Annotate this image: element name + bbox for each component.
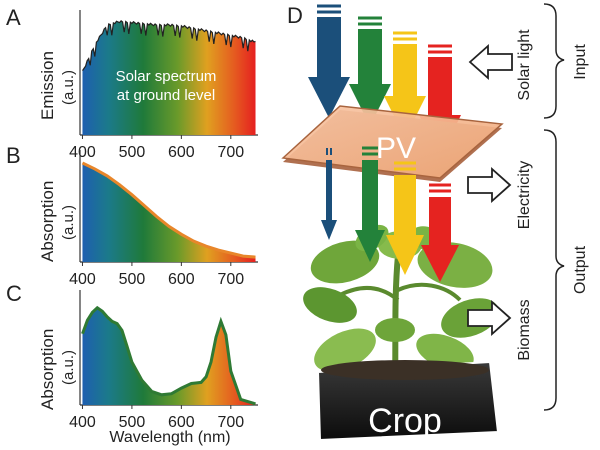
panel-letter-d: D [287,3,303,28]
spectrum-area-a [82,20,256,135]
xtick-label: 400 [69,271,96,288]
transmitted-arrow-green [355,146,385,262]
panel-a-yunit: (a.u.) [60,70,77,105]
panel-a-ylabel: Emission [38,51,57,120]
output-label: Output [572,245,589,294]
panel-b-yunit: (a.u.) [60,205,77,240]
panel-a-area [82,19,256,135]
solar-light-label: Solar light [516,29,533,101]
electricity-output-arrow-icon [467,166,512,204]
panel-letter-a: A [6,5,21,30]
pv-panel: PV [281,105,504,182]
panel-c: C Absorption (a.u.) 400 500 600 700 Wavelen… [6,281,258,446]
xtick-label: 700 [217,271,244,288]
spectrum-line-c [81,305,256,406]
crop-plant [303,224,499,386]
electricity-label: Electricity [516,161,533,229]
xtick-label: 600 [168,271,195,288]
crop-label: Crop [368,402,442,440]
incoming-arrow-green [349,16,391,126]
xtick-label: 700 [217,414,244,431]
input-brace [543,3,565,119]
panel-c-xticks: 400 500 600 700 [69,405,244,431]
xtick-label: 500 [119,414,146,431]
panel-b-area [81,161,256,262]
panel-b: B Absorption (a.u.) 400 500 600 700 [6,143,258,288]
panel-a-inner-text-2: at ground level [117,87,215,104]
spectrum-area-c [82,307,256,405]
incoming-arrow-blue [308,4,350,118]
biomass-output-arrow-icon [467,299,512,337]
transmitted-arrow-blue [321,148,337,240]
panel-c-ylabel: Absorption [38,329,57,410]
panel-d: D PV [281,3,589,442]
panel-c-yunit: (a.u.) [60,350,77,385]
panel-c-area [81,305,256,406]
panel-a: A Emission (a.u.) Solar spectrum at grou… [6,5,258,161]
panel-a-xticks: 400 500 600 700 [69,135,244,161]
output-brace [543,129,565,411]
spectrum-line-b [81,161,256,259]
xtick-label: 600 [168,414,195,431]
spectrum-area-b [82,163,256,262]
biomass-label: Biomass [516,299,533,360]
solar-input-arrow-icon [468,43,513,81]
xtick-label: 500 [119,144,146,161]
xtick-label: 500 [119,271,146,288]
panel-b-xticks: 400 500 600 700 [69,262,244,288]
panel-letter-c: C [6,281,22,306]
xtick-label: 700 [217,144,244,161]
panel-c-xlabel: Wavelength (nm) [109,429,230,446]
xtick-label: 600 [168,144,195,161]
panel-b-ylabel: Absorption [38,181,57,262]
panel-a-inner-text-1: Solar spectrum [116,68,217,85]
crop-pot: Crop [316,360,500,442]
panel-letter-b: B [6,143,21,168]
input-label: Input [572,44,589,80]
pv-label: PV [376,132,416,165]
xtick-label: 400 [69,144,96,161]
transmitted-arrow-yellow [386,161,424,275]
spectrum-line-a [82,19,256,71]
transmitted-arrow-red [421,183,459,282]
xtick-label: 400 [69,414,96,431]
